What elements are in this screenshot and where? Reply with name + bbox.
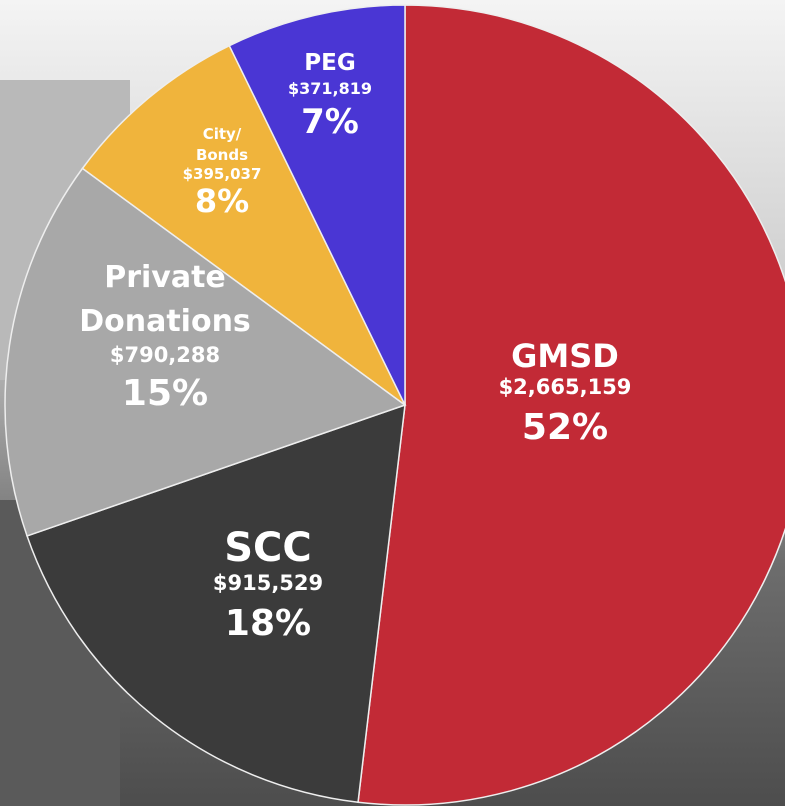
percent-label: 7% <box>301 101 359 142</box>
slice-label: GMSD $2,665,159 52% <box>499 338 632 448</box>
percent-label: 52% <box>521 406 609 448</box>
value-label: $371,819 <box>287 79 373 99</box>
value-label: $790,288 <box>109 343 221 367</box>
percent-label: 15% <box>121 373 209 415</box>
percent-label: 18% <box>224 603 312 645</box>
slice-label: Private Donations $790,288 15% <box>75 256 255 415</box>
slice-label: City/ Bonds $395,037 8% <box>183 124 262 220</box>
pie-slice <box>81 44 406 406</box>
category-label: City/ Bonds <box>195 125 249 164</box>
slice-label: PEG $371,819 7% <box>288 50 372 142</box>
pie-slice <box>26 403 406 804</box>
category-label: PEG <box>304 50 356 76</box>
pie-slice <box>4 167 407 537</box>
slice-label: SCC $915,529 18% <box>213 525 323 645</box>
category-label: Private Donations <box>79 260 251 339</box>
pie-slice <box>357 4 785 806</box>
category-label: SCC <box>224 525 312 571</box>
value-label: $2,665,159 <box>498 374 632 399</box>
pie-slice <box>228 4 406 406</box>
value-label: $915,529 <box>212 571 324 595</box>
category-label: GMSD <box>511 337 619 375</box>
percent-label: 8% <box>194 182 250 221</box>
value-label: $395,037 <box>182 165 262 183</box>
